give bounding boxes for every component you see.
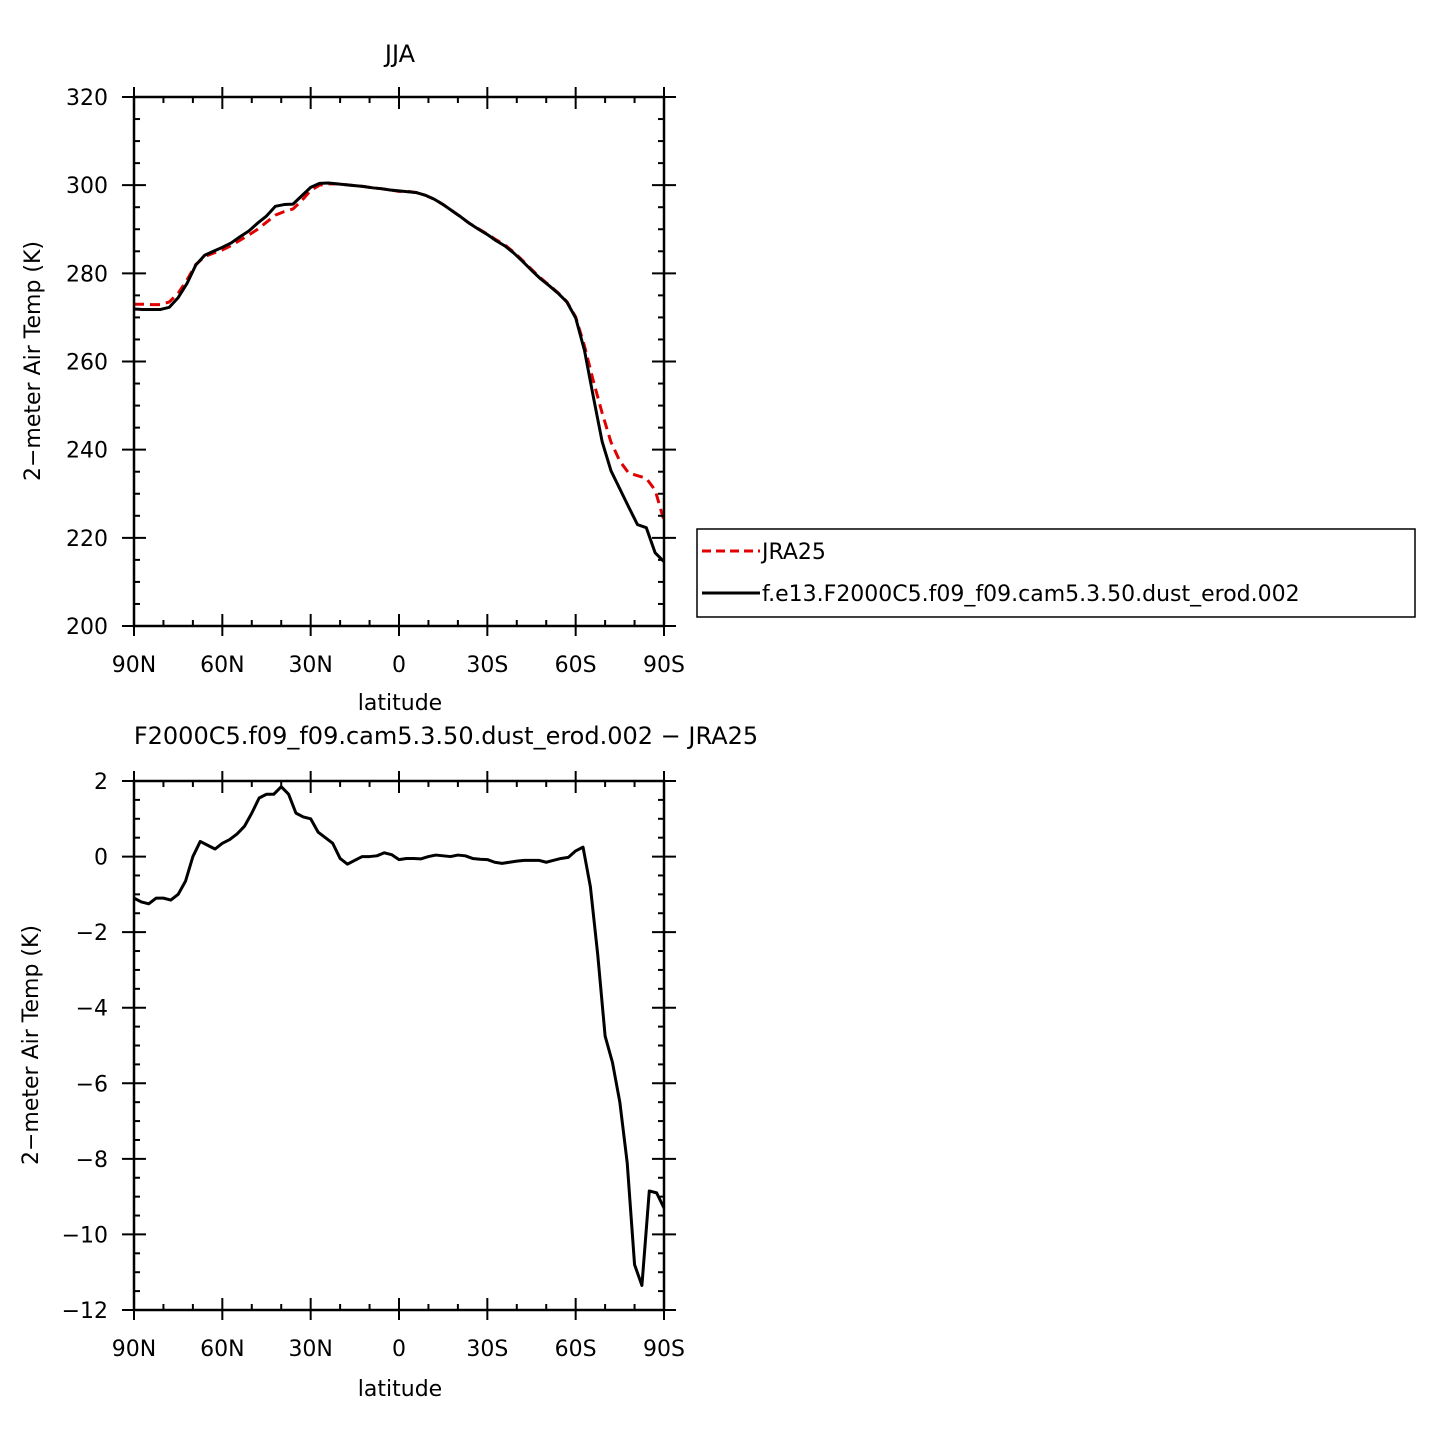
bottom-ytick-label: −8 <box>76 1148 108 1173</box>
bottom-xtick-label: 60S <box>555 1337 597 1362</box>
bottom-ytick-label: −4 <box>76 997 108 1022</box>
top-series-group <box>133 181 666 563</box>
legend: JRA25 f.e13.F2000C5.f09_f09.cam5.3.50.du… <box>696 528 1416 618</box>
top-ytick-label: 200 <box>66 615 108 640</box>
bottom-ytick-label: −12 <box>62 1299 108 1324</box>
bottom-xtick-label: 30S <box>466 1337 508 1362</box>
bottom-xtick-label: 30N <box>288 1337 332 1362</box>
bottom-series-group <box>133 785 666 1287</box>
top-xtick-label: 0 <box>392 653 406 678</box>
legend-model-label: f.e13.F2000C5.f09_f09.cam5.3.50.dust_ero… <box>762 582 1300 607</box>
bottom-y-axis-label: 2−meter Air Temp (K) <box>19 925 44 1165</box>
bottom-chart-title: F2000C5.f09_f09.cam5.3.50.dust_erod.002 … <box>134 722 758 750</box>
bottom-x-axis-label: latitude <box>358 1377 442 1402</box>
bottom-ytick-label: −10 <box>62 1223 108 1248</box>
bottom-ytick-label: 0 <box>94 846 108 871</box>
top-ytick-label: 320 <box>66 86 108 111</box>
bottom-ticks-group: 90N 60N 30N 0 30S 60S 90S −12 −10 −8 −6 −4 −2 0 2 <box>62 770 685 1362</box>
bottom-ytick-label: −2 <box>76 921 108 946</box>
bottom-xtick-label: 90N <box>112 1337 156 1362</box>
top-series-model-line <box>133 181 666 563</box>
top-ytick-label: 280 <box>66 262 108 287</box>
bottom-ytick-label: −6 <box>76 1072 108 1097</box>
top-xtick-label: 90S <box>643 653 685 678</box>
bottom-xtick-label: 60N <box>200 1337 244 1362</box>
bottom-xtick-label: 90S <box>643 1337 685 1362</box>
top-plot-frame <box>132 95 666 628</box>
top-x-axis-label: latitude <box>358 691 442 716</box>
legend-box <box>696 528 1416 618</box>
top-ytick-label: 220 <box>66 527 108 552</box>
legend-jra25-label: JRA25 <box>760 540 826 565</box>
top-xtick-label: 90N <box>112 653 156 678</box>
top-ytick-label: 300 <box>66 174 108 199</box>
top-chart-title: JJA <box>383 40 416 68</box>
top-ytick-label: 240 <box>66 439 108 464</box>
top-ytick-label: 260 <box>66 351 108 376</box>
top-y-axis-label: 2−meter Air Temp (K) <box>21 241 46 481</box>
bottom-panel: F2000C5.f09_f09.cam5.3.50.dust_erod.002 … <box>19 722 758 1402</box>
top-xtick-label: 30N <box>288 653 332 678</box>
top-xtick-label: 30S <box>466 653 508 678</box>
top-panel: JJA 90N 60N 30N 0 30S 60S 90S 200 220 240 260 280 30… <box>21 40 685 716</box>
bottom-xtick-label: 0 <box>392 1337 406 1362</box>
top-ticks-group: 90N 60N 30N 0 30S 60S 90S 200 220 240 260 280 300 320 <box>66 86 685 678</box>
bottom-series-difference-line <box>133 785 666 1287</box>
top-xtick-label: 60N <box>200 653 244 678</box>
top-xtick-label: 60S <box>555 653 597 678</box>
bottom-ytick-label: 2 <box>94 770 108 795</box>
